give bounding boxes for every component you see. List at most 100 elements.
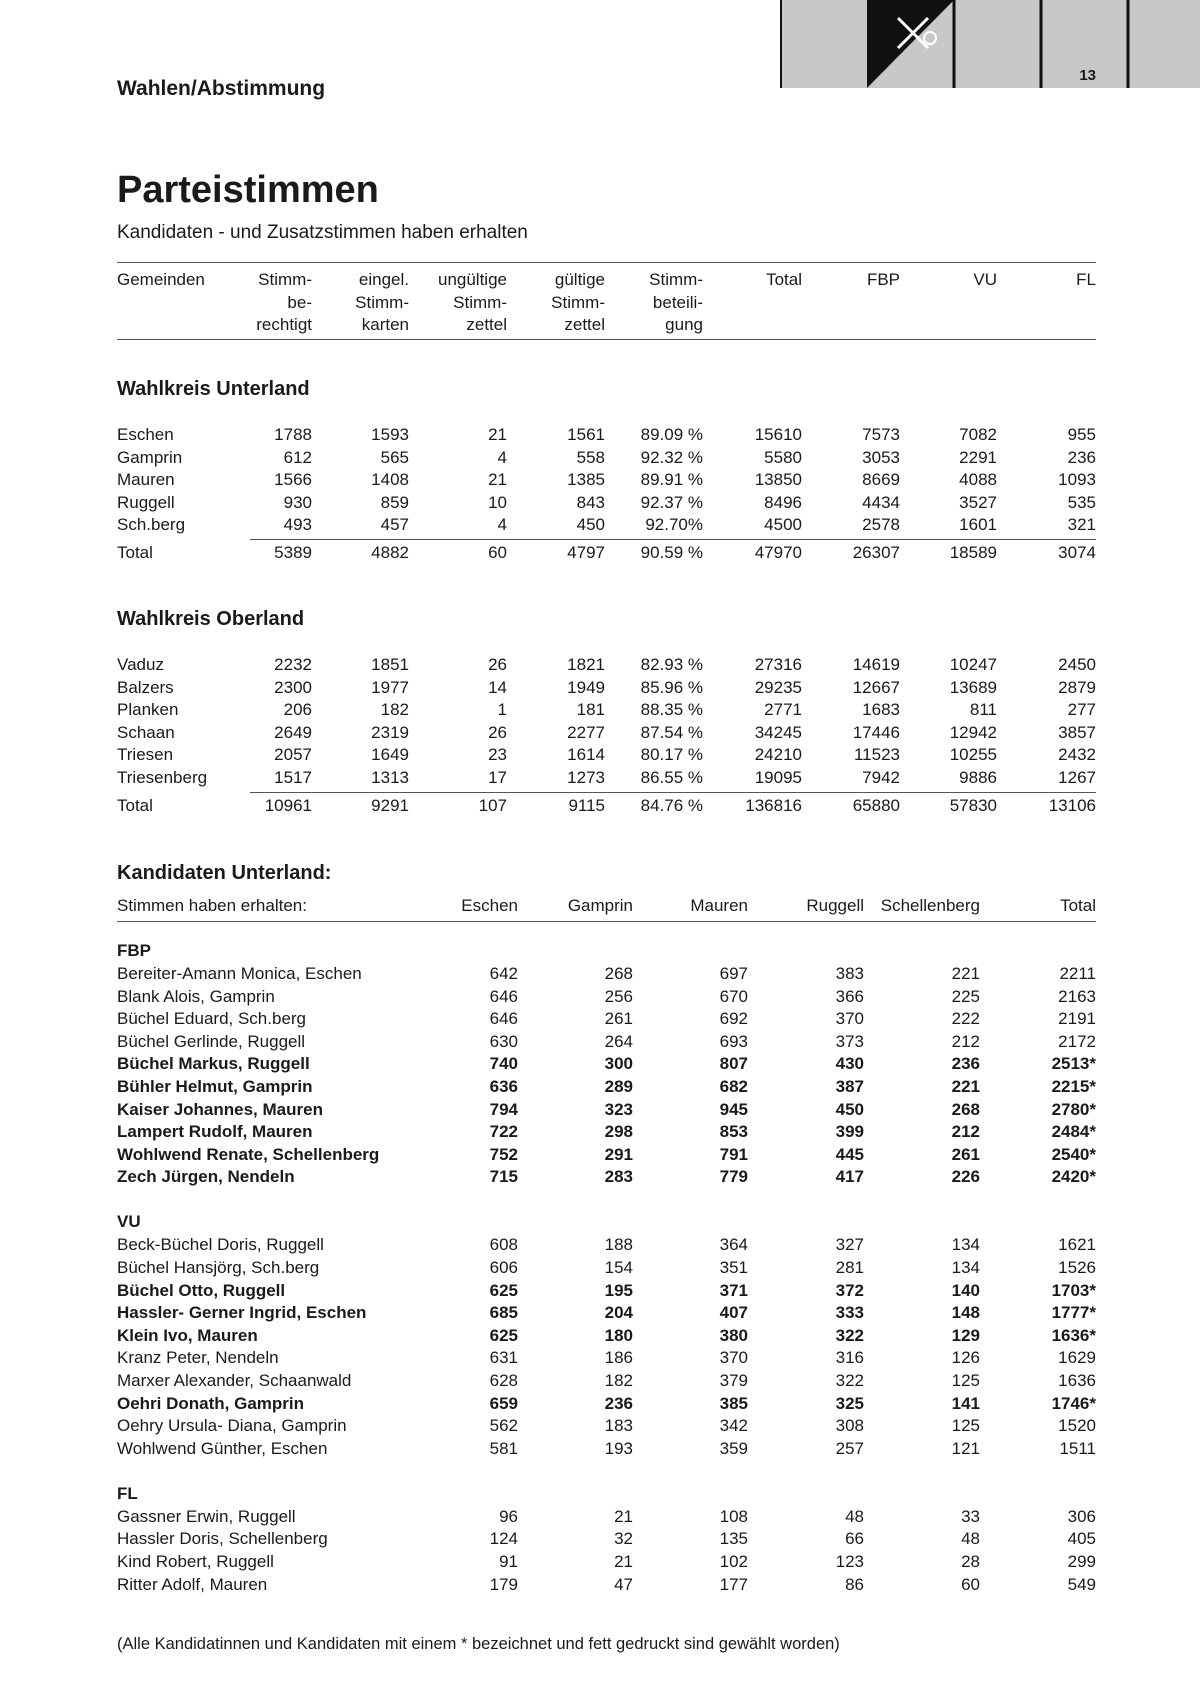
candidate-cell: 102 <box>719 1552 748 1571</box>
candidate-cell: 625 <box>489 1325 518 1345</box>
column-header: VU <box>973 270 997 289</box>
table-cell: 19095 <box>754 768 802 787</box>
table-cell: 13689 <box>949 677 997 697</box>
candidate-cell: 86 <box>845 1574 864 1594</box>
candidate-cell: 32 <box>614 1529 633 1549</box>
subtitle: Kandidaten - und Zusatzstimmen haben erh… <box>117 221 528 243</box>
candidate-cell: 417 <box>835 1167 864 1187</box>
candidate-cell: 1746* <box>1051 1393 1096 1413</box>
candidate-cell: 281 <box>835 1258 864 1277</box>
candidate-cell: 373 <box>835 1031 864 1051</box>
candidate-cell: 299 <box>1067 1552 1096 1571</box>
candidate-cell: 407 <box>719 1303 748 1323</box>
candidate-cell: 126 <box>951 1348 980 1368</box>
candidate-cell: 379 <box>719 1371 748 1390</box>
table-cell: 1821 <box>567 655 605 674</box>
candidate-cell: 261 <box>604 1009 633 1029</box>
candidate-cell: 697 <box>719 964 748 983</box>
total-cell: 4882 <box>371 543 409 563</box>
table-cell: 27316 <box>754 655 802 674</box>
candidate-cell: 794 <box>489 1099 518 1119</box>
table-cell: Ruggell <box>117 492 175 512</box>
total-cell: 60 <box>488 543 507 563</box>
candidate-cell: 2211 <box>1059 964 1096 983</box>
candidate-cell: 28 <box>961 1552 980 1571</box>
table-cell: Schaan <box>117 722 175 742</box>
candidate-cell: 195 <box>604 1280 633 1300</box>
candidate-cell: 646 <box>489 1009 518 1029</box>
candidate-cell: 60 <box>961 1574 980 1594</box>
table-cell: 4 <box>497 447 507 467</box>
candidate-cell: 791 <box>719 1144 748 1164</box>
candidate-cell: 430 <box>835 1054 864 1074</box>
column-header: zettel <box>564 315 605 334</box>
table-cell: 1601 <box>959 515 997 535</box>
candidate-cell: 380 <box>719 1325 748 1345</box>
candidate-cell: 140 <box>951 1280 980 1300</box>
table-cell: 558 <box>576 447 605 467</box>
candidate-cell: 323 <box>604 1099 633 1119</box>
candidate-cell: Kind Robert, Ruggell <box>117 1552 274 1571</box>
candidate-cell: 722 <box>489 1122 518 1142</box>
candidate-cell: 322 <box>835 1325 864 1345</box>
table-cell: Vaduz <box>117 655 164 674</box>
table-cell: 1614 <box>567 745 605 765</box>
candidate-cell: 364 <box>719 1235 748 1255</box>
candidate-cell: 1526 <box>1058 1258 1096 1277</box>
candidate-cell: 1621 <box>1058 1235 1096 1255</box>
party-heading: FBP <box>117 941 151 960</box>
table-cell: 1788 <box>274 425 312 444</box>
candidate-cell: 945 <box>719 1099 748 1119</box>
table-cell: 34245 <box>754 722 802 742</box>
rule <box>117 339 1096 340</box>
table-cell: 182 <box>380 700 409 720</box>
table-cell: 24210 <box>754 745 802 765</box>
total-cell: 136816 <box>745 796 802 815</box>
table-cell: 457 <box>380 515 409 535</box>
total-cell: 4797 <box>567 543 605 563</box>
candidate-cell: 124 <box>489 1529 518 1549</box>
table-cell: 1683 <box>862 700 900 720</box>
rule <box>250 792 1096 793</box>
candidate-cell: 325 <box>835 1393 864 1413</box>
page-title: Parteistimmen <box>117 169 379 211</box>
table-cell: 2277 <box>567 722 605 742</box>
candidate-cell: 48 <box>845 1506 864 1526</box>
column-header: Total <box>1060 896 1096 915</box>
candidate-cell: 186 <box>604 1348 633 1368</box>
candidate-cell: 1636* <box>1051 1325 1096 1345</box>
candidate-cell: 2172 <box>1058 1031 1096 1051</box>
table-cell: 1949 <box>567 677 605 697</box>
table-cell: 3857 <box>1058 722 1096 742</box>
candidate-cell: 549 <box>1067 1574 1096 1594</box>
column-header: Total <box>766 270 802 289</box>
candidate-cell: Büchel Otto, Ruggell <box>117 1280 286 1300</box>
column-header: zettel <box>466 315 507 334</box>
candidate-cell: 129 <box>951 1325 980 1345</box>
candidate-cell: 298 <box>604 1122 633 1142</box>
candidate-cell: 135 <box>719 1529 748 1549</box>
candidate-cell: 179 <box>489 1574 518 1594</box>
table-cell: 1561 <box>567 425 605 444</box>
total-cell: 9115 <box>568 796 605 815</box>
table-cell: Sch.berg <box>117 515 186 535</box>
candidate-cell: 2513* <box>1051 1054 1096 1074</box>
group-title: Wahlkreis Oberland <box>117 608 305 630</box>
table-cell: 17 <box>488 768 507 787</box>
candidate-cell: 188 <box>604 1235 633 1255</box>
candidate-cell: 752 <box>489 1144 518 1164</box>
candidate-cell: 221 <box>951 964 980 983</box>
table-cell: 2232 <box>274 655 312 674</box>
candidate-cell: 370 <box>835 1009 864 1029</box>
candidate-cell: 316 <box>835 1348 864 1368</box>
candidate-cell: 581 <box>489 1438 518 1458</box>
candidate-cell: 306 <box>1067 1506 1096 1526</box>
total-cell: 26307 <box>852 543 900 563</box>
candidate-cell: 183 <box>604 1416 633 1436</box>
table-cell: 2771 <box>764 700 802 720</box>
column-header: Stimm- <box>649 270 703 289</box>
total-cell: 90.59 % <box>640 543 703 563</box>
table-cell: 10247 <box>949 655 997 674</box>
footnote: (Alle Kandidatinnen und Kandidaten mit e… <box>117 1634 840 1653</box>
